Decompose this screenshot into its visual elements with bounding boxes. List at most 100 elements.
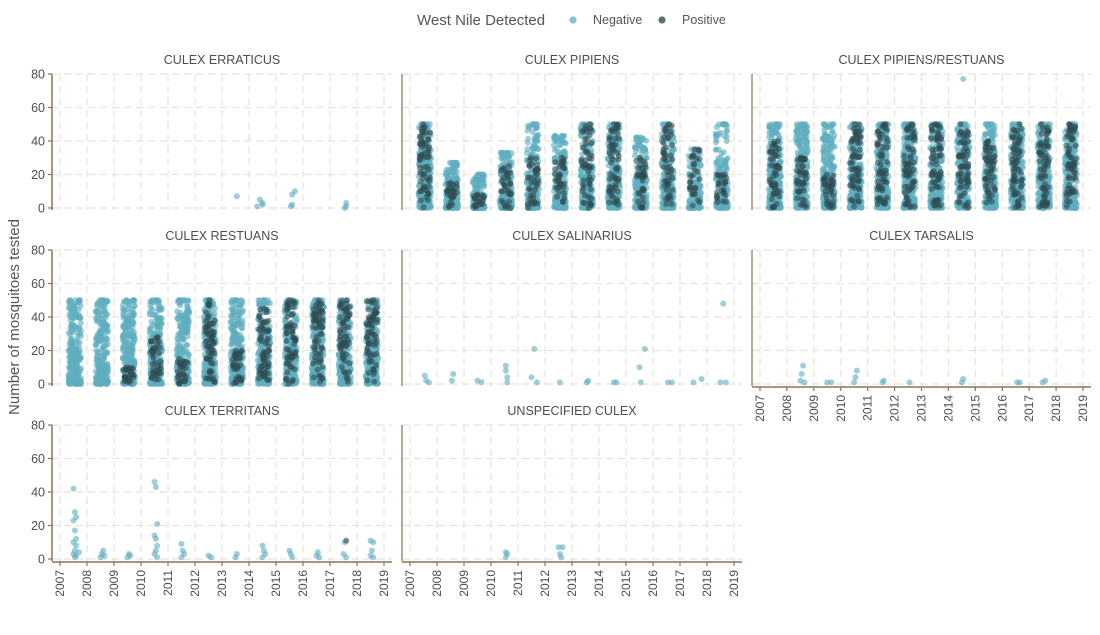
data-point-positive [637,162,643,168]
data-point-positive [690,152,696,158]
data-point-negative [718,155,724,161]
data-point-positive [616,135,622,141]
data-point-negative [803,142,809,148]
data-point-negative [525,127,531,133]
data-point-positive [690,203,696,209]
data-point-negative [824,134,830,140]
data-point-positive [615,176,621,182]
data-point-positive [502,203,508,209]
data-point-negative [634,135,640,141]
legend-swatch-negative [569,16,576,23]
data-point-positive [527,175,533,181]
data-point-negative [343,203,349,209]
data-point-positive [580,182,586,188]
data-point-negative [289,202,295,208]
data-point-negative [1010,121,1016,127]
data-point-positive [720,198,726,204]
data-point-positive [663,187,669,193]
data-point-negative [713,140,719,146]
data-point-negative [632,153,638,159]
data-point-positive [420,129,426,135]
data-point-positive [420,175,426,181]
data-point-positive [421,204,427,210]
data-point-negative [825,142,831,148]
data-point-positive [670,175,676,181]
data-point-positive [616,156,622,162]
data-point-positive [504,171,510,177]
data-point-positive [688,173,694,179]
data-point-negative [292,188,298,194]
data-point-positive [669,142,675,148]
data-point-negative [821,157,827,163]
data-point-negative [553,133,559,139]
data-point-positive [421,164,427,170]
data-point-positive [534,162,540,168]
data-point-negative [443,172,449,178]
data-point-negative [724,134,730,140]
data-point-negative [531,141,537,147]
data-point-positive [663,153,669,159]
data-point-positive [588,177,594,183]
data-point-positive [668,132,674,138]
data-point-positive [582,136,588,142]
data-point-negative [794,127,800,133]
facet-panel: CULEX PIPIENS [402,53,742,211]
data-point-positive [636,172,642,178]
data-point-negative [448,160,454,166]
data-point-positive [525,205,531,211]
data-point-positive [721,181,727,187]
y-tick-label: 0 [38,202,45,216]
data-point-positive [582,200,588,206]
data-point-positive [507,181,513,187]
data-point-negative [254,203,260,209]
data-point-positive [588,140,594,146]
data-point-positive [526,185,532,191]
data-point-negative [452,167,458,173]
data-point-positive [426,184,432,190]
data-point-negative [578,172,584,178]
data-point-positive [661,134,667,140]
data-point-positive [474,192,480,198]
data-point-positive [552,166,558,172]
data-point-positive [669,156,675,162]
data-point-negative [553,146,559,152]
data-point-negative [987,121,993,127]
data-point-negative [771,128,777,134]
data-point-negative [552,200,558,206]
data-point-positive [585,163,591,169]
data-point-positive [691,188,697,194]
data-point-positive [561,165,567,171]
data-point-positive [691,161,697,167]
data-point-positive [669,187,675,193]
data-point-negative [828,148,834,154]
data-point-negative [776,132,782,138]
data-point-positive [526,163,532,169]
data-point-positive [532,200,538,206]
data-point-negative [499,150,505,156]
data-point-positive [697,156,703,162]
facet-title: CULEX PIPIENS/RESTUANS [838,53,1004,67]
data-point-positive [635,198,641,204]
facet-panel: CULEX PIPIENS/RESTUANS [752,53,1091,211]
data-point-negative [795,149,801,155]
data-point-negative [713,133,719,139]
data-point-positive [587,202,593,208]
y-axis-title: Number of mosquitoes tested [6,219,23,415]
data-point-positive [554,194,560,200]
data-point-positive [588,186,594,192]
data-point-negative [829,154,835,160]
data-point-positive [606,136,612,142]
data-point-positive [418,197,424,203]
data-point-positive [662,178,668,184]
data-point-positive [501,181,507,187]
data-point-positive [720,190,726,196]
data-point-positive [583,157,589,163]
data-point-negative [826,160,832,166]
data-point-positive [528,155,534,161]
data-point-positive [534,181,540,187]
data-point-positive [427,130,433,136]
data-point-positive [448,180,454,186]
data-point-positive [560,198,566,204]
